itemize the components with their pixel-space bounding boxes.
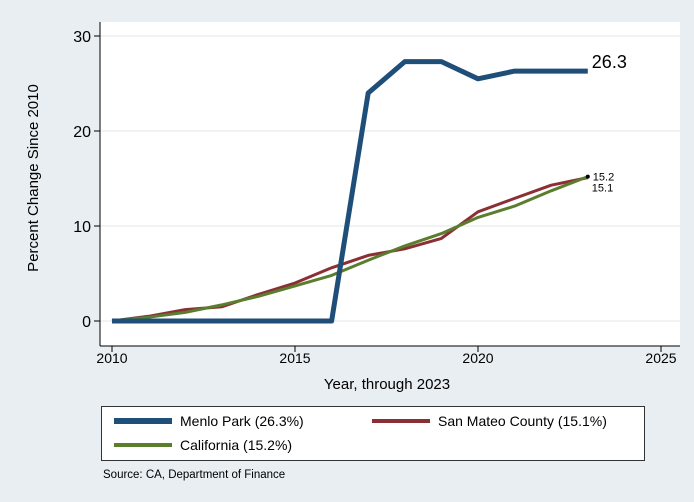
axes: 0 10 20 30 2010 2015 2020 2025	[73, 22, 680, 366]
legend-item-san-mateo: San Mateo County (15.1%)	[372, 413, 607, 429]
legend-label-california: California (15.2%)	[180, 437, 293, 453]
x-tick-label: 2025	[645, 350, 676, 366]
y-tick-label: 10	[73, 219, 91, 236]
y-axis-title: Percent Change Since 2010	[25, 84, 42, 272]
end-label-san-mateo: 15.1	[592, 183, 613, 195]
y-tick-label: 30	[73, 29, 91, 46]
end-label-menlo-park: 26.3	[592, 52, 627, 72]
source-note: Source: CA, Department of Finance	[103, 469, 286, 481]
series-layer	[111, 59, 589, 324]
x-axis-title: Year, through 2023	[324, 376, 450, 393]
y-tick-label: 0	[82, 314, 91, 331]
legend: Menlo Park (26.3%) San Mateo County (15.…	[101, 406, 645, 461]
legend-swatch-california	[114, 443, 172, 447]
end-marker-california	[585, 174, 590, 179]
x-tick-label: 2020	[462, 350, 493, 366]
legend-label-san-mateo: San Mateo County (15.1%)	[438, 413, 607, 429]
x-tick-label: 2015	[279, 350, 310, 366]
y-tick-label: 20	[73, 124, 91, 141]
series-line-menlo-park	[112, 59, 588, 324]
legend-item-california: California (15.2%)	[114, 437, 292, 453]
legend-label-menlo-park: Menlo Park (26.3%)	[180, 413, 304, 429]
legend-swatch-san-mateo	[372, 419, 430, 423]
end-label-california: 15.2	[593, 172, 614, 184]
series-line-san-mateo-county	[111, 176, 589, 323]
legend-swatch-menlo-park	[114, 418, 172, 424]
legend-item-menlo-park: Menlo Park (26.3%)	[114, 413, 304, 429]
x-tick-label: 2010	[96, 350, 127, 366]
labels-layer: 26.3 15.215.1	[585, 52, 627, 195]
series-line-california	[111, 175, 589, 323]
